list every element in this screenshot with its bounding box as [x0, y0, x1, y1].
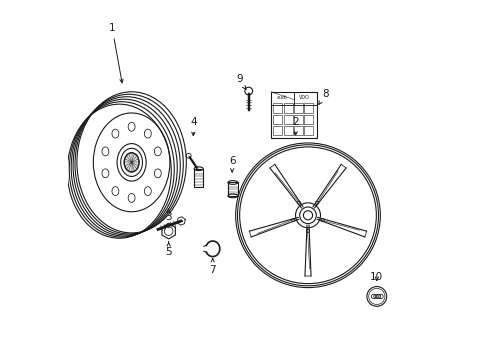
Text: 8: 8	[318, 89, 328, 104]
Bar	[227, 183, 237, 196]
Bar	[283, 103, 292, 113]
Bar	[304, 126, 313, 135]
Bar	[283, 126, 292, 135]
Bar	[293, 126, 303, 135]
Bar	[273, 126, 282, 135]
Bar	[270, 92, 316, 138]
Text: 6: 6	[228, 156, 235, 172]
Bar	[304, 103, 313, 113]
Text: 9: 9	[235, 75, 245, 90]
Text: 4: 4	[190, 117, 196, 136]
Bar	[293, 103, 303, 113]
Text: VDO: VDO	[298, 95, 309, 100]
Bar	[194, 169, 203, 187]
Bar	[283, 114, 292, 124]
Bar	[273, 103, 282, 113]
Bar	[293, 114, 303, 124]
Text: 7: 7	[209, 259, 216, 275]
Text: 5: 5	[165, 242, 172, 257]
Ellipse shape	[124, 153, 139, 172]
Bar	[304, 114, 313, 124]
Text: 1: 1	[109, 23, 123, 83]
Text: 3: 3	[165, 209, 172, 222]
Text: 2: 2	[292, 117, 298, 135]
Text: 10: 10	[369, 272, 383, 282]
Bar	[273, 114, 282, 124]
Text: audi: audi	[277, 95, 287, 100]
